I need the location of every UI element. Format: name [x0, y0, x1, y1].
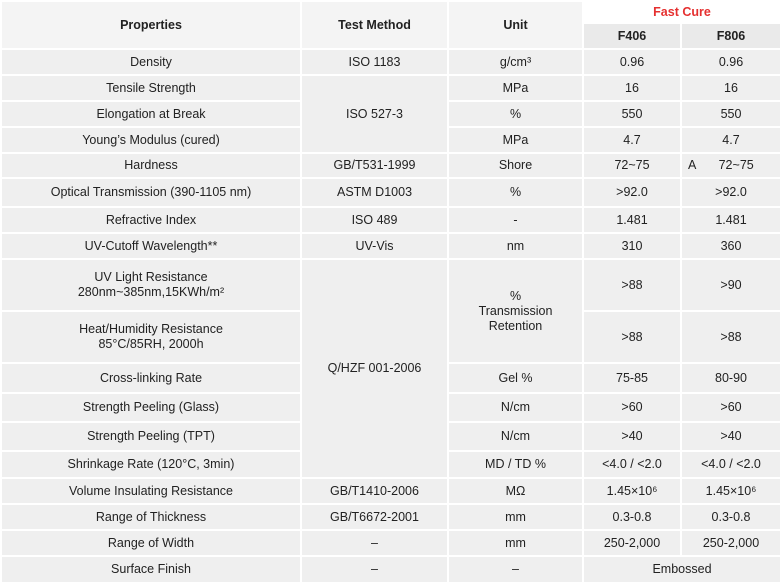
table-cell: GB/T1410-2006 — [300, 477, 449, 505]
table-cell: 4.7 — [680, 126, 782, 154]
cell-text: A — [688, 158, 697, 172]
table-cell: UV-Cutoff Wavelength** — [0, 232, 302, 260]
table-cell: Embossed — [582, 555, 782, 584]
table-cell: – — [447, 555, 584, 584]
header-cell: Unit — [447, 0, 584, 50]
table-cell: Heat/Humidity Resistance 85°C/85RH, 2000h — [0, 310, 302, 364]
table-cell: 1.481 — [582, 206, 682, 234]
cell-text: Heat/Humidity Resistance — [79, 322, 223, 336]
table-cell: Range of Width — [0, 529, 302, 557]
table-cell: Strength Peeling (Glass) — [0, 392, 302, 423]
table-cell: Young’s Modulus (cured) — [0, 126, 302, 154]
table-cell: 310 — [582, 232, 682, 260]
table-cell: Hardness — [0, 152, 302, 179]
cell-text: Transmission — [478, 303, 553, 318]
table-cell: Tensile Strength — [0, 74, 302, 102]
table-cell: UV Light Resistance 280nm~385nm,15KWh/m² — [0, 258, 302, 312]
table-cell: mm — [447, 529, 584, 557]
table-cell: ISO 527-3 — [300, 74, 449, 154]
table-cell: >88 — [582, 258, 682, 312]
table-cell: 550 — [680, 100, 782, 128]
table-cell: 16 — [680, 74, 782, 102]
table-cell: 1.481 — [680, 206, 782, 234]
table-cell: Elongation at Break — [0, 100, 302, 128]
table-cell: GB/T531-1999 — [300, 152, 449, 179]
table-cell: >60 — [582, 392, 682, 423]
table-cell: % — [447, 100, 584, 128]
table-cell: 0.96 — [582, 48, 682, 76]
table-cell: 0.3-0.8 — [680, 503, 782, 531]
table-cell: - — [447, 206, 584, 234]
table-cell: Surface Finish — [0, 555, 302, 584]
table-cell: g/cm³ — [447, 48, 584, 76]
table-cell: – — [300, 555, 449, 584]
table-cell: Volume Insulating Resistance — [0, 477, 302, 505]
table-cell: Density — [0, 48, 302, 76]
table-cell: GB/T6672-2001 — [300, 503, 449, 531]
table-cell: A 72~75 — [680, 152, 782, 179]
table-cell: >88 — [680, 310, 782, 364]
table-cell: <4.0 / <2.0 — [680, 450, 782, 479]
cell-text: % — [509, 288, 522, 303]
table-cell: % — [447, 177, 584, 208]
table-cell: 250-2,000 — [680, 529, 782, 557]
table-cell: 1.45×10⁶ — [680, 477, 782, 505]
table-cell: N/cm — [447, 421, 584, 452]
table-cell: ISO 1183 — [300, 48, 449, 76]
header-cell: F406 — [582, 22, 682, 50]
cell-text: 72~75 — [718, 158, 754, 172]
table-cell: Gel % — [447, 362, 584, 394]
cell-text: UV Light Resistance — [94, 270, 208, 284]
table-cell: >40 — [680, 421, 782, 452]
table-cell: Shrinkage Rate (120°C, 3min) — [0, 450, 302, 479]
table-cell: Shore — [447, 152, 584, 179]
table-cell: MPa — [447, 126, 584, 154]
table-cell: Cross-linking Rate — [0, 362, 302, 394]
table-cell: >88 — [582, 310, 682, 364]
table-cell: >90 — [680, 258, 782, 312]
table-cell: Q/HZF 001-2006 — [300, 258, 449, 479]
table-cell: 360 — [680, 232, 782, 260]
table-cell: 75-85 — [582, 362, 682, 394]
table-cell: N/cm — [447, 392, 584, 423]
table-cell: >40 — [582, 421, 682, 452]
table-cell: MPa — [447, 74, 584, 102]
table-cell: UV-Vis — [300, 232, 449, 260]
table-cell: 1.45×10⁶ — [582, 477, 682, 505]
table-cell: % Transmission Retention — [447, 258, 584, 364]
table-cell: 16 — [582, 74, 682, 102]
cell-text: 280nm~385nm,15KWh/m² — [77, 285, 225, 299]
header-cell: Fast Cure — [582, 0, 782, 24]
table-cell: 550 — [582, 100, 682, 128]
table-cell: mm — [447, 503, 584, 531]
table-cell: nm — [447, 232, 584, 260]
table-cell: Refractive Index — [0, 206, 302, 234]
header-cell: Properties — [0, 0, 302, 50]
cell-text: Retention — [488, 318, 543, 333]
table-cell: 80-90 — [680, 362, 782, 394]
table-cell: Strength Peeling (TPT) — [0, 421, 302, 452]
header-cell: F806 — [680, 22, 782, 50]
table-cell: 250-2,000 — [582, 529, 682, 557]
table-cell: <4.0 / <2.0 — [582, 450, 682, 479]
table-cell: 0.96 — [680, 48, 782, 76]
cell-text: 85°C/85RH, 2000h — [98, 337, 204, 351]
table-cell: 0.3-0.8 — [582, 503, 682, 531]
table-cell: 4.7 — [582, 126, 682, 154]
table-cell: >60 — [680, 392, 782, 423]
table-cell: – — [300, 529, 449, 557]
table-cell: ISO 489 — [300, 206, 449, 234]
table-cell: >92.0 — [582, 177, 682, 208]
table-cell: Range of Thickness — [0, 503, 302, 531]
table-cell: ASTM D1003 — [300, 177, 449, 208]
table-cell: Optical Transmission (390-1105 nm) — [0, 177, 302, 208]
header-cell: Test Method — [300, 0, 449, 50]
table-cell: MD / TD % — [447, 450, 584, 479]
table-cell: 72~75 — [582, 152, 682, 179]
table-cell: MΩ — [447, 477, 584, 505]
table-cell: >92.0 — [680, 177, 782, 208]
